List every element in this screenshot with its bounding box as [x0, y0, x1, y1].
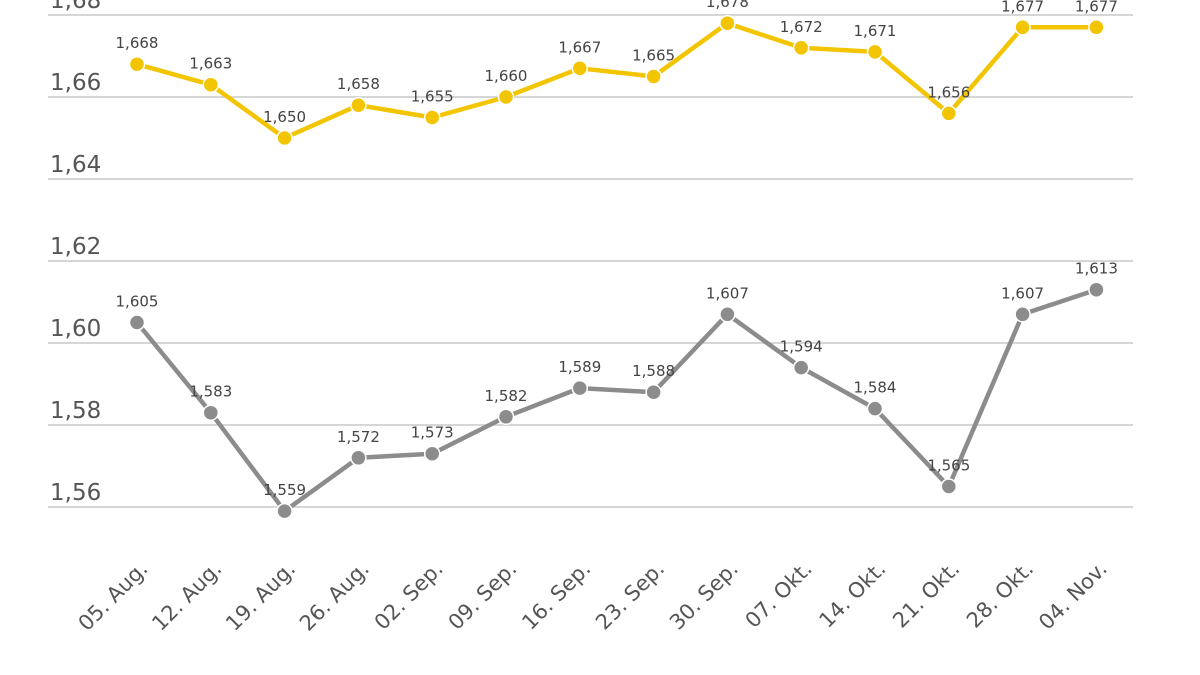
- gray-series-point: [202, 404, 220, 421]
- yellow-series-data-label: 1,677: [1001, 0, 1044, 15]
- gray-series-data-label: 1,573: [411, 424, 454, 442]
- gray-series-data-label: 1,588: [632, 362, 675, 380]
- yellow-series-point: [350, 96, 367, 114]
- yellow-series-point: [940, 105, 958, 122]
- yellow-series-point: [128, 55, 146, 73]
- gray-series-point: [866, 400, 884, 417]
- gray-series-data-label: 1,607: [706, 284, 749, 302]
- y-tick-label: 1,56: [50, 480, 101, 506]
- yellow-series-point: [645, 68, 662, 85]
- yellow-series-line: [134, 20, 1099, 141]
- y-tick-label: 1,68: [50, 0, 101, 14]
- yellow-series-data-label: 1,650: [263, 108, 306, 126]
- gray-series-point: [792, 359, 810, 376]
- gray-series-point: [350, 449, 367, 467]
- yellow-series: 1,668 1,663 1,650 1,658 1,655 1,660 1,667 1,665…: [116, 0, 1118, 147]
- gray-series-point: [940, 478, 958, 495]
- data-series: 1,668 1,663 1,650 1,658 1,655 1,660 1,667 1,665…: [116, 0, 1118, 520]
- gray-series-point: [1014, 306, 1031, 323]
- x-tick-label: 09. Sep.: [444, 557, 522, 635]
- yellow-series-point: [571, 60, 589, 77]
- x-tick-label: 30. Sep.: [665, 557, 743, 635]
- yellow-series-point: [1088, 19, 1105, 36]
- x-tick-label: 23. Sep.: [591, 557, 669, 635]
- yellow-series-point: [276, 129, 293, 147]
- gray-series-data-label: 1,559: [263, 481, 306, 499]
- gray-series-line: [134, 287, 1099, 514]
- x-tick-label: 21. Okt.: [888, 557, 964, 633]
- yellow-series-data-label: 1,655: [411, 88, 454, 106]
- yellow-series-data-label: 1,660: [485, 67, 528, 85]
- x-tick-label: 12. Aug.: [147, 557, 226, 636]
- yellow-series-data-label: 1,668: [116, 34, 159, 52]
- gray-series-data-label: 1,583: [189, 383, 232, 401]
- yellow-series-point: [1014, 19, 1031, 36]
- y-axis-tick-labels: 1,56 1,58 1,60 1,62 1,64 1,66 1,68: [50, 0, 101, 506]
- yellow-series-data-label: 1,665: [632, 47, 675, 65]
- gray-series-data-label: 1,584: [854, 379, 897, 397]
- gray-series-data-label: 1,565: [927, 457, 970, 475]
- gray-series-data-label: 1,572: [337, 428, 380, 446]
- yellow-series-data-label: 1,656: [927, 83, 970, 101]
- y-tick-label: 1,58: [50, 398, 101, 424]
- gray-series-data-label: 1,594: [780, 338, 823, 356]
- gray-series-data-label: 1,605: [116, 293, 159, 311]
- gray-series-point: [128, 314, 146, 331]
- y-tick-label: 1,60: [50, 316, 101, 342]
- yellow-series-data-label: 1,671: [854, 22, 897, 40]
- x-tick-label: 07. Okt.: [741, 557, 817, 633]
- x-tick-label: 28. Okt.: [962, 557, 1038, 633]
- yellow-series-data-label: 1,672: [780, 18, 823, 36]
- y-tick-label: 1,62: [50, 234, 101, 260]
- yellow-series-data-label: 1,678: [706, 0, 749, 11]
- yellow-series-data-label: 1,663: [189, 55, 232, 73]
- gray-series-data-label: 1,589: [558, 358, 601, 376]
- yellow-series-point: [719, 14, 736, 32]
- yellow-series-point: [423, 109, 441, 126]
- x-axis-tick-labels: 05. Aug.12. Aug.19. Aug.26. Aug.02. Sep.…: [74, 557, 1112, 636]
- gray-series-point: [276, 502, 293, 520]
- y-tick-label: 1,64: [50, 152, 101, 178]
- y-tick-label: 1,66: [50, 70, 101, 96]
- yellow-series-point: [202, 76, 220, 93]
- gray-series-point: [1088, 281, 1105, 298]
- gray-series-point: [423, 445, 441, 462]
- gray-series-point: [645, 383, 662, 401]
- yellow-series-point: [497, 88, 515, 106]
- gray-series-data-label: 1,613: [1075, 260, 1118, 278]
- x-tick-label: 26. Aug.: [295, 557, 374, 636]
- gray-series-data-label: 1,607: [1001, 284, 1044, 302]
- x-tick-label: 16. Sep.: [517, 557, 595, 635]
- gray-series-point: [571, 379, 589, 397]
- x-tick-label: 04. Nov.: [1034, 557, 1112, 635]
- x-tick-label: 02. Sep.: [370, 557, 448, 635]
- x-tick-label: 05. Aug.: [74, 557, 153, 636]
- yellow-series-data-label: 1,677: [1075, 0, 1118, 15]
- gray-series-point: [497, 408, 515, 426]
- yellow-series-point: [792, 39, 810, 57]
- yellow-series-data-label: 1,667: [558, 38, 601, 56]
- x-tick-label: 19. Aug.: [221, 557, 300, 636]
- gray-series-data-label: 1,582: [485, 387, 528, 405]
- x-tick-label: 14. Okt.: [814, 557, 890, 633]
- gray-series-point: [719, 306, 736, 323]
- gray-series: 1,605 1,583 1,559 1,572 1,573 1,582 1,589 1,588…: [116, 260, 1118, 520]
- yellow-series-point: [866, 43, 884, 61]
- yellow-series-data-label: 1,658: [337, 75, 380, 93]
